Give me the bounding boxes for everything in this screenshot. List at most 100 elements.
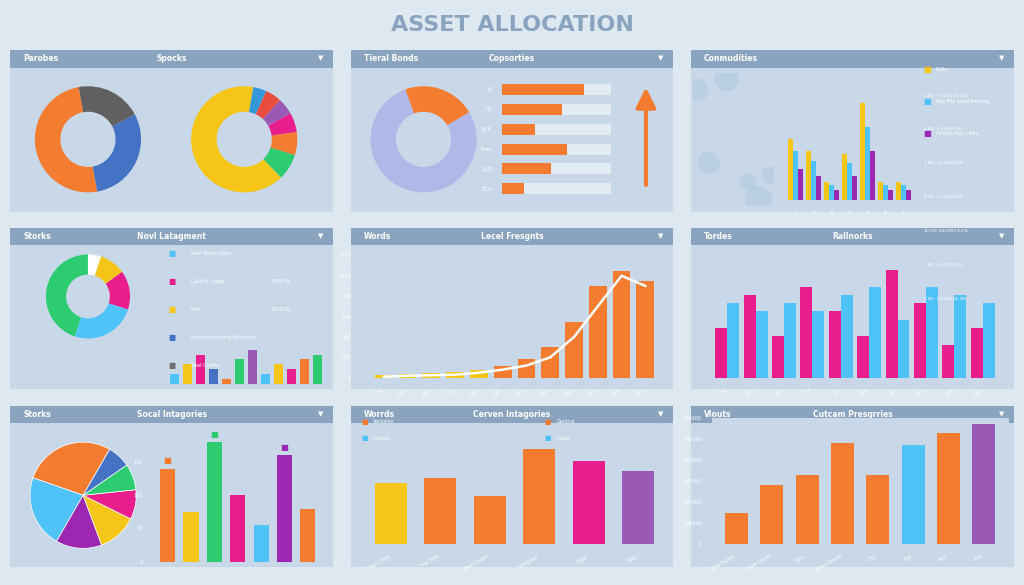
Text: Tieral Bonds: Tieral Bonds (364, 54, 418, 63)
FancyBboxPatch shape (350, 50, 674, 67)
Bar (784, 303, 796, 378)
Bar (209, 369, 218, 384)
Bar (857, 336, 869, 378)
Bar (811, 161, 816, 200)
Text: 1.8%  $55.0K  $78.0%: 1.8% $55.0K $78.0% (924, 261, 966, 268)
Text: ■: ■ (924, 64, 931, 74)
Bar (503, 84, 611, 95)
Text: ■: ■ (168, 249, 175, 258)
Text: Novl Latagment: Novl Latagment (137, 232, 206, 241)
Bar (725, 512, 748, 544)
Bar (637, 281, 654, 378)
Bar (254, 525, 268, 562)
Bar (901, 185, 906, 200)
Bar (503, 143, 611, 154)
Bar (823, 181, 828, 200)
Wedge shape (83, 465, 136, 495)
Bar (503, 124, 611, 135)
Text: Tordes: Tordes (703, 232, 733, 241)
Bar (572, 461, 605, 544)
Bar (983, 303, 994, 378)
Bar (831, 443, 854, 544)
Bar (523, 449, 555, 544)
Text: 1200%b: 1200%b (270, 307, 291, 312)
Bar (276, 456, 292, 562)
Text: Socal Intagories: Socal Intagories (136, 410, 207, 419)
Bar (937, 432, 959, 544)
Bar (474, 495, 506, 544)
Bar (812, 311, 824, 378)
Text: Ventalen: Ventalen (373, 419, 395, 424)
Text: Gantral: Gantral (557, 419, 574, 424)
Text: 1550%b: 1550%b (270, 279, 291, 284)
Bar (207, 442, 222, 562)
Bar (503, 124, 535, 135)
Bar (503, 163, 611, 174)
FancyBboxPatch shape (10, 50, 333, 67)
Wedge shape (249, 87, 266, 114)
Bar (313, 355, 323, 384)
Bar (806, 152, 811, 200)
Bar (864, 127, 869, 200)
FancyBboxPatch shape (10, 228, 333, 246)
Text: Cblue: Cblue (557, 435, 570, 441)
Bar (517, 359, 536, 378)
Text: Manufactursting Ninctions: Manufactursting Ninctions (190, 335, 256, 340)
Text: Feistsh Fety Ulles: Feistsh Fety Ulles (936, 131, 978, 136)
Text: ▼: ▼ (658, 233, 664, 240)
FancyBboxPatch shape (691, 405, 1014, 424)
Text: Bas Mle Lesal Petising: Bas Mle Lesal Petising (936, 99, 989, 104)
Text: Vlouts: Vlouts (703, 410, 731, 419)
Text: ■: ■ (360, 435, 368, 441)
Bar (623, 472, 654, 544)
Bar (971, 328, 983, 378)
Point (700, 158, 717, 167)
Text: 6.0%  $73.0K  $191.6%: 6.0% $73.0K $191.6% (924, 91, 969, 98)
Bar (906, 190, 910, 200)
Bar (273, 364, 283, 384)
Text: Catirilli Croge: Catirilli Croge (190, 279, 224, 284)
Bar (727, 303, 739, 378)
Text: ■: ■ (545, 435, 551, 441)
Bar (470, 370, 487, 378)
Text: ■: ■ (168, 305, 175, 314)
Text: Parobes: Parobes (24, 54, 58, 63)
Wedge shape (88, 254, 101, 276)
Text: ▼: ▼ (317, 233, 324, 240)
Text: ■: ■ (168, 277, 175, 286)
Text: Cerven Intagories: Cerven Intagories (473, 410, 551, 419)
Bar (878, 181, 883, 200)
Bar (942, 345, 954, 378)
Bar (300, 359, 309, 384)
Text: Cutcam Presgrries: Cutcam Presgrries (813, 410, 892, 419)
Bar (494, 366, 512, 378)
Wedge shape (268, 113, 297, 136)
Bar (300, 508, 315, 562)
Text: Storks: Storks (24, 410, 51, 419)
Bar (847, 163, 852, 200)
Wedge shape (83, 495, 131, 545)
Bar (772, 336, 784, 378)
Bar (743, 295, 756, 378)
Text: ASSET ALLOCATION: ASSET ALLOCATION (390, 15, 634, 35)
Point (762, 170, 778, 180)
Bar (182, 364, 191, 384)
Wedge shape (105, 271, 130, 309)
Wedge shape (56, 495, 101, 548)
Wedge shape (79, 86, 135, 126)
Bar (926, 287, 938, 378)
Bar (972, 424, 995, 544)
Wedge shape (270, 132, 297, 155)
Bar (756, 311, 768, 378)
Bar (287, 369, 296, 384)
Wedge shape (30, 478, 83, 541)
Text: ■: ■ (924, 97, 931, 106)
Bar (542, 347, 559, 378)
Wedge shape (75, 303, 128, 339)
Bar (375, 375, 392, 378)
Text: 4.5%  $61.6K  $59.0%: 4.5% $61.6K $59.0% (924, 193, 966, 200)
Text: ■: ■ (168, 333, 175, 342)
Text: 1.8%  $65.8K  $25.0%: 1.8% $65.8K $25.0% (924, 159, 966, 166)
Point (739, 177, 756, 187)
FancyBboxPatch shape (691, 228, 1014, 246)
